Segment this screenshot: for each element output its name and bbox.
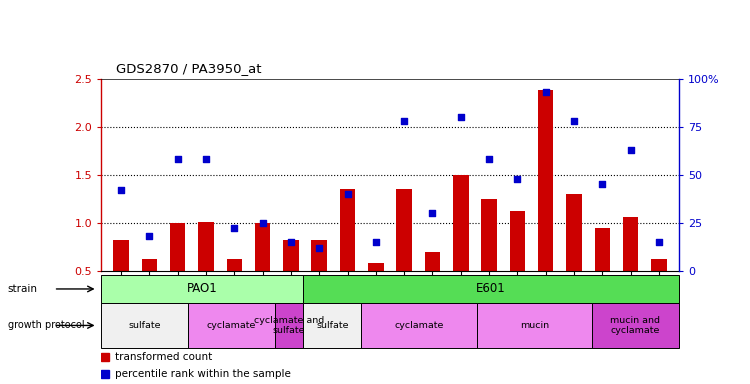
Point	[200, 156, 212, 162]
Point	[341, 191, 353, 197]
Bar	[284, 240, 298, 319]
Bar	[340, 189, 356, 319]
Point	[625, 147, 637, 153]
Bar	[651, 259, 667, 319]
Bar	[595, 227, 610, 319]
Bar	[362, 303, 477, 348]
Point	[143, 233, 155, 239]
Text: GDS2870 / PA3950_at: GDS2870 / PA3950_at	[116, 62, 262, 75]
Bar	[142, 259, 158, 319]
Point	[568, 118, 580, 124]
Bar	[396, 189, 412, 319]
Bar	[226, 259, 242, 319]
Text: mucin: mucin	[520, 321, 549, 330]
Point	[427, 210, 439, 216]
Point	[256, 220, 268, 226]
Text: sulfate: sulfate	[128, 321, 160, 330]
Point	[540, 89, 552, 95]
Bar	[255, 223, 271, 319]
Text: transformed count: transformed count	[115, 352, 212, 362]
Point	[314, 245, 326, 251]
Bar	[113, 240, 129, 319]
Text: E601: E601	[476, 283, 506, 295]
Point	[285, 239, 297, 245]
Bar	[482, 199, 496, 319]
Bar	[188, 303, 274, 348]
Bar	[198, 222, 214, 319]
Point	[454, 114, 466, 120]
Bar	[303, 275, 679, 303]
Text: mucin and
cyclamate: mucin and cyclamate	[610, 316, 661, 335]
Point	[512, 175, 524, 182]
Point	[653, 239, 665, 245]
Point	[228, 225, 240, 232]
Bar	[424, 252, 440, 319]
Text: growth protocol: growth protocol	[8, 320, 84, 331]
Point	[483, 156, 495, 162]
Point	[115, 187, 127, 193]
Bar	[101, 303, 188, 348]
Bar	[303, 303, 362, 348]
Bar	[538, 90, 554, 319]
Bar	[477, 303, 592, 348]
Bar	[509, 211, 525, 319]
Text: strain: strain	[8, 284, 38, 294]
Point	[370, 239, 382, 245]
Text: cyclamate: cyclamate	[394, 321, 443, 330]
Text: cyclamate and
sulfate: cyclamate and sulfate	[254, 316, 324, 335]
Bar	[566, 194, 582, 319]
Bar	[170, 223, 185, 319]
Point	[596, 181, 608, 187]
Bar	[101, 275, 303, 303]
Text: percentile rank within the sample: percentile rank within the sample	[115, 369, 291, 379]
Bar	[311, 240, 327, 319]
Bar	[622, 217, 638, 319]
Text: cyclamate: cyclamate	[206, 321, 256, 330]
Bar	[368, 263, 384, 319]
Point	[398, 118, 410, 124]
Text: sulfate: sulfate	[316, 321, 349, 330]
Bar	[592, 303, 679, 348]
Point	[172, 156, 184, 162]
Bar	[274, 303, 303, 348]
Text: PAO1: PAO1	[187, 283, 218, 295]
Bar	[453, 175, 469, 319]
